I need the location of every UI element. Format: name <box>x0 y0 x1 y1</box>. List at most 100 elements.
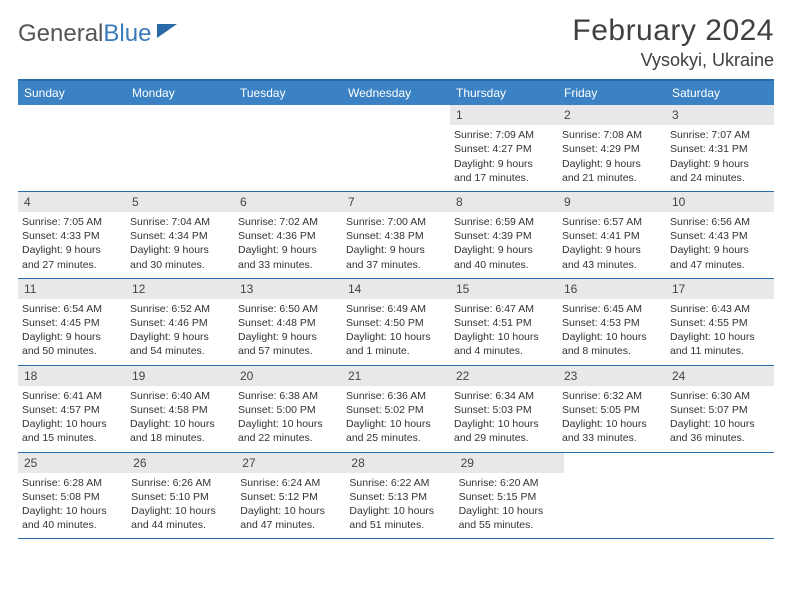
sunset-text: Sunset: 5:15 PM <box>459 490 560 504</box>
sunset-text: Sunset: 4:29 PM <box>562 142 662 156</box>
sunset-text: Sunset: 4:43 PM <box>670 229 770 243</box>
day-header-row: Sunday Monday Tuesday Wednesday Thursday… <box>18 81 774 105</box>
daylight-text: and 40 minutes. <box>454 258 554 272</box>
daylight-text: Daylight: 10 hours <box>346 330 446 344</box>
sunrise-text: Sunrise: 6:59 AM <box>454 215 554 229</box>
month-title: February 2024 <box>572 14 774 48</box>
day-number: 13 <box>234 279 342 299</box>
day-cell: 29Sunrise: 6:20 AMSunset: 5:15 PMDayligh… <box>455 453 564 539</box>
daylight-text: Daylight: 9 hours <box>562 243 662 257</box>
week-row: 1Sunrise: 7:09 AMSunset: 4:27 PMDaylight… <box>18 105 774 192</box>
day-cell: 2Sunrise: 7:08 AMSunset: 4:29 PMDaylight… <box>558 105 666 191</box>
daylight-text: and 33 minutes. <box>562 431 662 445</box>
sunrise-text: Sunrise: 6:28 AM <box>22 476 123 490</box>
daylight-text: and 30 minutes. <box>130 258 230 272</box>
day-header: Friday <box>558 81 666 105</box>
sunset-text: Sunset: 4:34 PM <box>130 229 230 243</box>
day-header: Wednesday <box>342 81 450 105</box>
calendar-page: GeneralBlue February 2024 Vysokyi, Ukrai… <box>0 0 792 557</box>
day-cell: 9Sunrise: 6:57 AMSunset: 4:41 PMDaylight… <box>558 192 666 278</box>
week-row: 4Sunrise: 7:05 AMSunset: 4:33 PMDaylight… <box>18 192 774 279</box>
day-cell: 23Sunrise: 6:32 AMSunset: 5:05 PMDayligh… <box>558 366 666 452</box>
day-number: 7 <box>342 192 450 212</box>
day-cell: 28Sunrise: 6:22 AMSunset: 5:13 PMDayligh… <box>345 453 454 539</box>
day-number: 6 <box>234 192 342 212</box>
sunrise-text: Sunrise: 7:07 AM <box>670 128 770 142</box>
daylight-text: Daylight: 10 hours <box>238 417 338 431</box>
day-cell: 13Sunrise: 6:50 AMSunset: 4:48 PMDayligh… <box>234 279 342 365</box>
day-header: Sunday <box>18 81 126 105</box>
day-cell: 17Sunrise: 6:43 AMSunset: 4:55 PMDayligh… <box>666 279 774 365</box>
daylight-text: and 44 minutes. <box>131 518 232 532</box>
day-cell: 4 Sunrise: 7:05 AMSunset: 4:33 PMDaylight… <box>18 192 126 278</box>
daylight-text: Daylight: 9 hours <box>130 330 230 344</box>
day-number: 26 <box>127 453 236 473</box>
sunset-text: Sunset: 4:36 PM <box>238 229 338 243</box>
day-number: 15 <box>450 279 558 299</box>
sunset-text: Sunset: 4:48 PM <box>238 316 338 330</box>
sunrise-text: Sunrise: 6:38 AM <box>238 389 338 403</box>
daylight-text: Daylight: 10 hours <box>22 504 123 518</box>
daylight-text: Daylight: 9 hours <box>238 243 338 257</box>
sunset-text: Sunset: 5:08 PM <box>22 490 123 504</box>
location: Vysokyi, Ukraine <box>572 50 774 71</box>
daylight-text: and 47 minutes. <box>240 518 341 532</box>
day-cell: 21Sunrise: 6:36 AMSunset: 5:02 PMDayligh… <box>342 366 450 452</box>
day-number: 20 <box>234 366 342 386</box>
daylight-text: Daylight: 10 hours <box>240 504 341 518</box>
sunrise-text: Sunrise: 6:43 AM <box>670 302 770 316</box>
daylight-text: and 4 minutes. <box>454 344 554 358</box>
sunset-text: Sunset: 5:13 PM <box>349 490 450 504</box>
day-header: Monday <box>126 81 234 105</box>
day-number: 2 <box>558 105 666 125</box>
daylight-text: Daylight: 10 hours <box>346 417 446 431</box>
sunrise-text: Sunrise: 6:30 AM <box>670 389 770 403</box>
daylight-text: and 11 minutes. <box>670 344 770 358</box>
sunset-text: Sunset: 4:38 PM <box>346 229 446 243</box>
day-cell: 3Sunrise: 7:07 AMSunset: 4:31 PMDaylight… <box>666 105 774 191</box>
daylight-text: Daylight: 10 hours <box>562 330 662 344</box>
sunrise-text: Sunrise: 6:40 AM <box>130 389 230 403</box>
sunrise-text: Sunrise: 6:49 AM <box>346 302 446 316</box>
day-number: 4 <box>18 192 126 212</box>
daylight-text: Daylight: 9 hours <box>22 243 122 257</box>
daylight-text: Daylight: 9 hours <box>130 243 230 257</box>
daylight-text: and 17 minutes. <box>454 171 554 185</box>
sunrise-text: Sunrise: 6:54 AM <box>22 302 122 316</box>
day-cell: 25Sunrise: 6:28 AMSunset: 5:08 PMDayligh… <box>18 453 127 539</box>
day-number: 29 <box>455 453 564 473</box>
day-number: 17 <box>666 279 774 299</box>
daylight-text: Daylight: 9 hours <box>670 157 770 171</box>
week-row: 18Sunrise: 6:41 AMSunset: 4:57 PMDayligh… <box>18 366 774 453</box>
sunset-text: Sunset: 5:10 PM <box>131 490 232 504</box>
sunset-text: Sunset: 4:39 PM <box>454 229 554 243</box>
calendar: Sunday Monday Tuesday Wednesday Thursday… <box>18 79 774 539</box>
sunrise-text: Sunrise: 6:41 AM <box>22 389 122 403</box>
daylight-text: and 47 minutes. <box>670 258 770 272</box>
sunset-text: Sunset: 5:02 PM <box>346 403 446 417</box>
sunrise-text: Sunrise: 7:09 AM <box>454 128 554 142</box>
daylight-text: and 43 minutes. <box>562 258 662 272</box>
day-number: 27 <box>236 453 345 473</box>
daylight-text: and 1 minute. <box>346 344 446 358</box>
day-number: 11 <box>18 279 126 299</box>
daylight-text: and 18 minutes. <box>130 431 230 445</box>
daylight-text: Daylight: 9 hours <box>454 243 554 257</box>
week-row: 11Sunrise: 6:54 AMSunset: 4:45 PMDayligh… <box>18 279 774 366</box>
day-number: 5 <box>126 192 234 212</box>
daylight-text: Daylight: 9 hours <box>238 330 338 344</box>
day-number: 24 <box>666 366 774 386</box>
day-header: Saturday <box>666 81 774 105</box>
sunset-text: Sunset: 4:33 PM <box>22 229 122 243</box>
sunrise-text: Sunrise: 7:05 AM <box>22 215 122 229</box>
sunset-text: Sunset: 4:51 PM <box>454 316 554 330</box>
daylight-text: Daylight: 9 hours <box>22 330 122 344</box>
daylight-text: and 50 minutes. <box>22 344 122 358</box>
daylight-text: and 8 minutes. <box>562 344 662 358</box>
sunset-text: Sunset: 4:31 PM <box>670 142 770 156</box>
day-cell: 7Sunrise: 7:00 AMSunset: 4:38 PMDaylight… <box>342 192 450 278</box>
daylight-text: and 54 minutes. <box>130 344 230 358</box>
sunrise-text: Sunrise: 6:52 AM <box>130 302 230 316</box>
day-number: 10 <box>666 192 774 212</box>
sunset-text: Sunset: 4:41 PM <box>562 229 662 243</box>
